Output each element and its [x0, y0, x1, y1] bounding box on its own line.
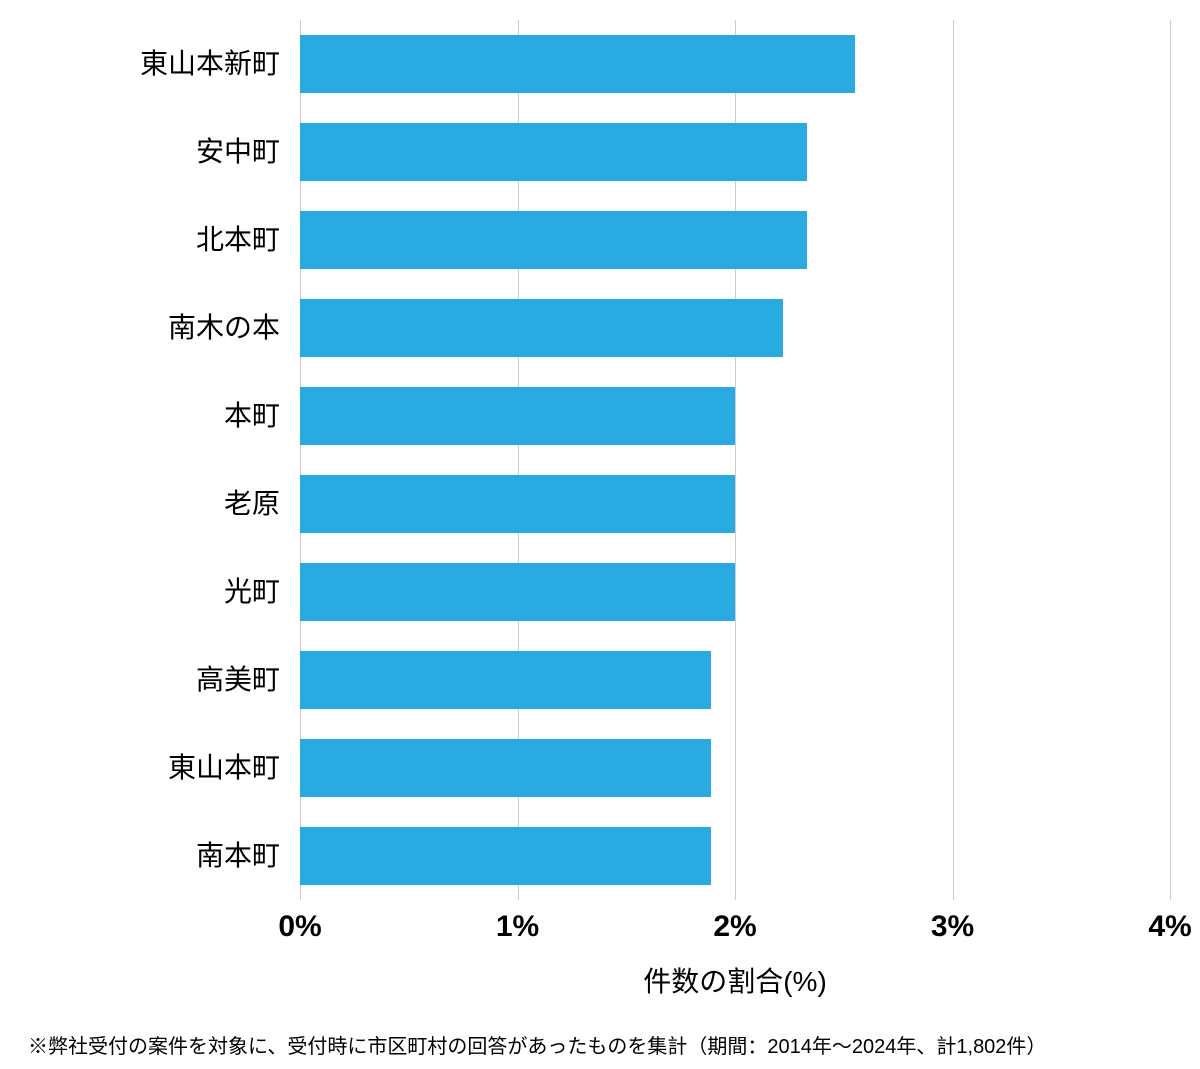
bar	[300, 563, 735, 621]
bar-row	[300, 108, 1170, 196]
bar-row	[300, 372, 1170, 460]
bar	[300, 475, 735, 533]
bar-row	[300, 812, 1170, 900]
x-axis-tick-label: 1%	[496, 910, 539, 944]
bar	[300, 123, 807, 181]
y-axis-category-label: 光町	[20, 548, 280, 636]
plot-area	[300, 20, 1170, 900]
y-axis-category-label: 高美町	[20, 636, 280, 724]
bar-row	[300, 548, 1170, 636]
x-axis-label: 件数の割合(%)	[300, 960, 1170, 1000]
bar	[300, 211, 807, 269]
bar-row	[300, 460, 1170, 548]
bar	[300, 299, 783, 357]
y-axis-category-label: 北本町	[20, 196, 280, 284]
y-axis-category-label: 東山本町	[20, 724, 280, 812]
bar	[300, 35, 855, 93]
bar	[300, 651, 711, 709]
y-axis-category-label: 東山本新町	[20, 20, 280, 108]
x-axis-tick-label: 0%	[278, 910, 321, 944]
y-axis-category-label: 本町	[20, 372, 280, 460]
bar-row	[300, 196, 1170, 284]
chart-container: 東山本新町安中町北本町南木の本本町老原光町高美町東山本町南本町 0% 1% 2% 3%…	[0, 0, 1200, 1069]
x-axis-tick-label: 3%	[931, 910, 974, 944]
bar	[300, 739, 711, 797]
bar	[300, 387, 735, 445]
x-axis-tick-label: 4%	[1148, 910, 1191, 944]
bar-row	[300, 284, 1170, 372]
gridline	[1170, 20, 1171, 900]
bar	[300, 827, 711, 885]
y-axis-category-label: 安中町	[20, 108, 280, 196]
y-axis-category-label: 老原	[20, 460, 280, 548]
chart-footnote: ※弊社受付の案件を対象に、受付時に市区町村の回答があったものを集計（期間：201…	[28, 1030, 1046, 1059]
x-axis-tick-label: 2%	[713, 910, 756, 944]
bars-group	[300, 20, 1170, 900]
bar-row	[300, 636, 1170, 724]
bar-row	[300, 724, 1170, 812]
bar-row	[300, 20, 1170, 108]
y-axis-category-label: 南本町	[20, 812, 280, 900]
y-axis-category-label: 南木の本	[20, 284, 280, 372]
